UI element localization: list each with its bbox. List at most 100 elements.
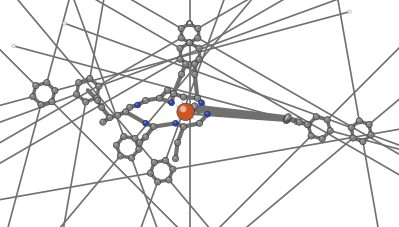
Circle shape	[170, 101, 172, 104]
Circle shape	[171, 167, 173, 170]
Circle shape	[173, 121, 178, 127]
Circle shape	[197, 47, 200, 49]
Circle shape	[124, 110, 126, 113]
Circle shape	[142, 98, 149, 104]
Circle shape	[95, 96, 97, 99]
Circle shape	[177, 104, 194, 121]
Circle shape	[360, 139, 366, 145]
Circle shape	[162, 158, 169, 164]
Circle shape	[206, 113, 208, 115]
Circle shape	[167, 178, 169, 180]
Circle shape	[33, 83, 39, 89]
Circle shape	[147, 170, 154, 177]
Circle shape	[144, 135, 146, 138]
Circle shape	[128, 106, 130, 108]
Circle shape	[196, 37, 198, 39]
Circle shape	[358, 119, 359, 121]
Circle shape	[156, 180, 158, 182]
Circle shape	[348, 11, 352, 15]
Circle shape	[116, 114, 118, 116]
Circle shape	[186, 21, 193, 28]
Circle shape	[122, 135, 124, 137]
Circle shape	[319, 136, 325, 142]
Circle shape	[115, 113, 121, 119]
Circle shape	[369, 133, 371, 135]
Circle shape	[43, 80, 50, 86]
Circle shape	[30, 94, 36, 100]
Circle shape	[348, 125, 354, 131]
Circle shape	[138, 141, 140, 143]
Circle shape	[166, 177, 172, 183]
Circle shape	[50, 100, 52, 102]
Circle shape	[306, 123, 308, 126]
Circle shape	[12, 45, 16, 49]
Circle shape	[180, 106, 186, 113]
Circle shape	[327, 128, 334, 134]
Circle shape	[63, 22, 67, 26]
Circle shape	[182, 62, 189, 68]
Circle shape	[320, 137, 322, 139]
Circle shape	[170, 91, 177, 97]
Circle shape	[351, 136, 354, 138]
Circle shape	[328, 129, 330, 131]
Circle shape	[101, 121, 103, 123]
Circle shape	[49, 99, 55, 105]
Circle shape	[296, 118, 300, 121]
Circle shape	[96, 84, 102, 90]
Circle shape	[137, 148, 139, 150]
Circle shape	[200, 101, 202, 104]
Circle shape	[196, 121, 203, 127]
Circle shape	[178, 47, 180, 49]
Circle shape	[284, 115, 291, 121]
Circle shape	[87, 76, 93, 82]
Circle shape	[285, 117, 288, 119]
Circle shape	[180, 107, 186, 113]
Circle shape	[178, 72, 185, 78]
Circle shape	[88, 77, 90, 79]
Circle shape	[177, 57, 183, 63]
Circle shape	[284, 119, 286, 121]
Circle shape	[174, 157, 176, 159]
Circle shape	[285, 118, 287, 120]
Circle shape	[284, 116, 290, 122]
Circle shape	[309, 134, 312, 136]
Circle shape	[120, 134, 127, 140]
Circle shape	[193, 63, 195, 65]
Circle shape	[198, 122, 200, 124]
Circle shape	[188, 42, 190, 44]
Circle shape	[296, 119, 300, 122]
Circle shape	[75, 93, 77, 95]
Circle shape	[119, 154, 120, 156]
Circle shape	[130, 156, 132, 158]
Circle shape	[296, 119, 302, 126]
Circle shape	[197, 58, 200, 60]
Circle shape	[144, 122, 146, 124]
Circle shape	[367, 123, 369, 125]
Circle shape	[366, 122, 372, 128]
Circle shape	[294, 121, 298, 125]
Circle shape	[135, 103, 140, 109]
Circle shape	[182, 125, 184, 127]
Circle shape	[305, 123, 308, 125]
Circle shape	[172, 92, 174, 94]
Circle shape	[179, 27, 182, 30]
Circle shape	[188, 107, 195, 113]
Circle shape	[349, 126, 352, 128]
Circle shape	[99, 105, 105, 111]
Circle shape	[151, 160, 158, 166]
Circle shape	[115, 143, 117, 146]
Circle shape	[174, 140, 181, 146]
Circle shape	[39, 103, 41, 105]
Circle shape	[143, 121, 148, 127]
Circle shape	[113, 142, 120, 149]
Circle shape	[164, 88, 171, 94]
Circle shape	[75, 80, 82, 86]
Circle shape	[158, 97, 160, 99]
Circle shape	[170, 166, 176, 173]
Circle shape	[122, 109, 129, 116]
Circle shape	[73, 92, 80, 98]
Circle shape	[286, 115, 288, 118]
Circle shape	[126, 105, 133, 111]
Circle shape	[356, 118, 362, 125]
Circle shape	[77, 81, 79, 83]
